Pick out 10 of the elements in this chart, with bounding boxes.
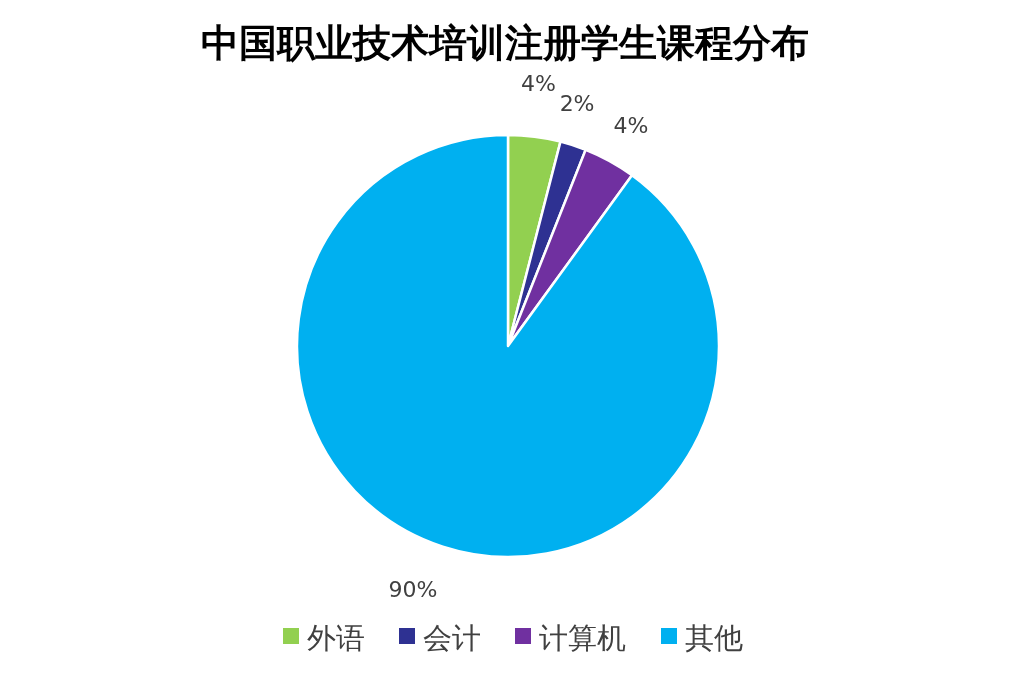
data-label: 2% (559, 90, 595, 116)
chart-title: 中国职业技术培训注册学生课程分布 (201, 21, 809, 65)
legend-label: 外语 (307, 621, 365, 655)
data-label: 4% (613, 113, 649, 139)
legend-label: 会计 (423, 621, 481, 655)
pie-slice (295, 133, 721, 558)
data-label: 4% (521, 70, 556, 96)
legend-label: 其他 (685, 621, 743, 655)
legend-label: 计算机 (539, 621, 626, 655)
data-label: 90% (388, 577, 438, 603)
